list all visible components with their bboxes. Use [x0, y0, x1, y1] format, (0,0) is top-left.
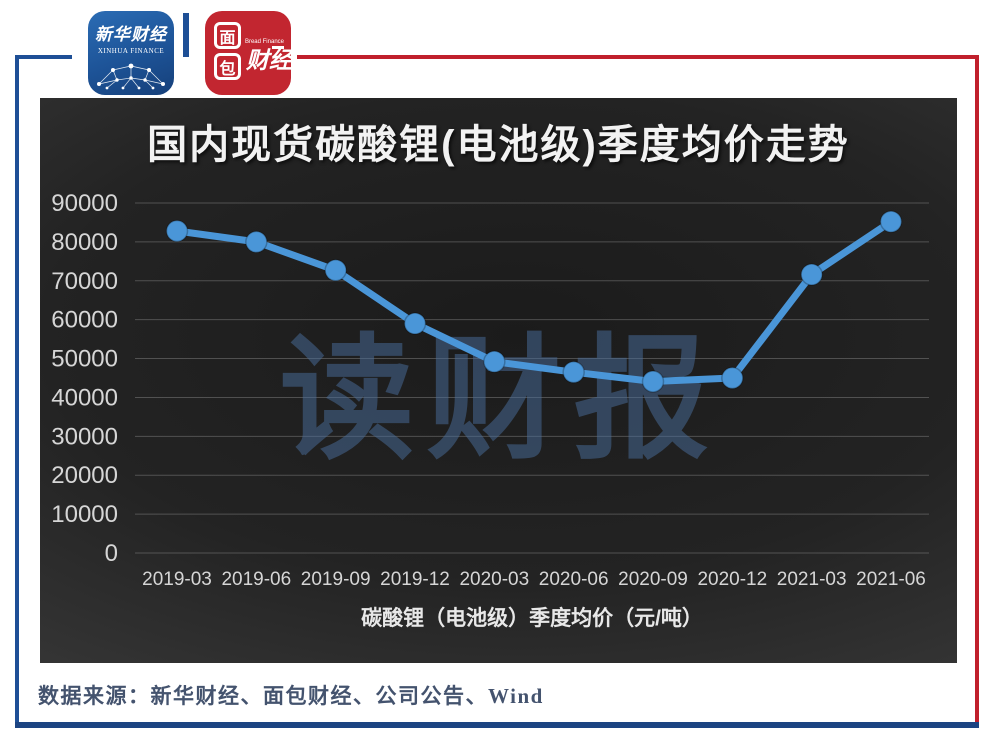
x-tick-label: 2020-03 — [459, 569, 529, 590]
y-tick-label: 60000 — [51, 307, 118, 334]
x-tick-label: 2019-12 — [380, 569, 450, 590]
data-source-text: 数据来源：新华财经、面包财经、公司公告、Wind — [38, 684, 544, 708]
y-tick-label: 40000 — [51, 384, 118, 411]
bread-logo-dash — [272, 46, 284, 49]
data-point-marker — [562, 360, 585, 384]
data-point-marker — [641, 370, 665, 393]
bread-finance-logo: 面 包 Bread Finance 财经 — [205, 11, 292, 95]
frame-top-right-red-line — [297, 55, 979, 59]
x-axis-title: 碳酸锂（电池级）季度均价（元/吨） — [361, 606, 703, 630]
price-line — [173, 218, 895, 385]
frame-right-red-line — [975, 55, 979, 728]
line-chart-plot: 读财报 0 10000 20000 30000 40000 50000 60000 70000… — [51, 190, 929, 630]
bread-logo-right-column: Bread Finance 财经 — [244, 22, 292, 85]
data-point-marker — [800, 263, 823, 286]
y-tick-label: 0 — [105, 540, 118, 567]
data-point-marker — [165, 219, 189, 243]
logo-separator-bar — [183, 13, 189, 57]
bread-logo-char-bao: 包 — [214, 53, 241, 80]
y-tick-label: 50000 — [51, 346, 118, 373]
data-point-marker — [324, 259, 347, 282]
xinhua-logo-cn-text: 新华财经 — [95, 25, 167, 44]
x-tick-label: 2019-06 — [221, 569, 291, 590]
chart-panel: 读财报 0 10000 20000 30000 40000 50000 60000 70000… — [40, 98, 957, 663]
network-constellation-icon — [97, 63, 165, 90]
data-point-marker — [245, 230, 268, 254]
data-point-marker — [721, 366, 744, 390]
x-tick-label: 2021-06 — [856, 569, 926, 590]
x-tick-label: 2019-09 — [301, 569, 371, 590]
data-point-marker — [403, 312, 427, 335]
data-point-marker — [483, 350, 506, 373]
watermark-text: 读财报 — [280, 324, 721, 475]
bread-logo-left-column: 面 包 — [214, 22, 241, 85]
chart-title: 国内现货碳酸锂(电池级)季度均价走势 — [147, 123, 850, 167]
frame-top-left-blue-line — [15, 55, 72, 59]
frame-left-blue-line — [15, 55, 19, 728]
frame-bottom-blue-bar — [15, 722, 979, 728]
bread-logo-char-mian: 面 — [214, 22, 241, 49]
data-point-marker — [879, 210, 903, 233]
series-group — [165, 210, 903, 393]
bread-logo-en-text: Bread Finance — [244, 39, 284, 45]
y-tick-label: 20000 — [51, 462, 118, 489]
x-tick-label: 2020-06 — [539, 569, 609, 590]
xinhua-finance-logo: 新华财经 XINHUA FINANCE — [88, 11, 174, 95]
x-tick-label: 2020-09 — [618, 569, 688, 590]
gridlines-group — [135, 202, 929, 554]
xinhua-logo-en-text: XINHUA FINANCE — [97, 47, 165, 55]
y-tick-label: 80000 — [51, 229, 118, 256]
y-tick-label: 70000 — [51, 268, 118, 295]
x-tick-label: 2020-12 — [697, 569, 767, 590]
bread-logo-cn-text: 财经 — [246, 47, 292, 73]
y-tick-label: 10000 — [51, 501, 118, 528]
x-tick-label: 2021-03 — [777, 569, 847, 590]
x-tick-label: 2019-03 — [142, 569, 212, 590]
axis-labels-group: 0 10000 20000 30000 40000 50000 60000 70000 8000… — [51, 190, 926, 590]
y-tick-label: 90000 — [51, 190, 118, 217]
y-tick-label: 30000 — [51, 423, 118, 450]
